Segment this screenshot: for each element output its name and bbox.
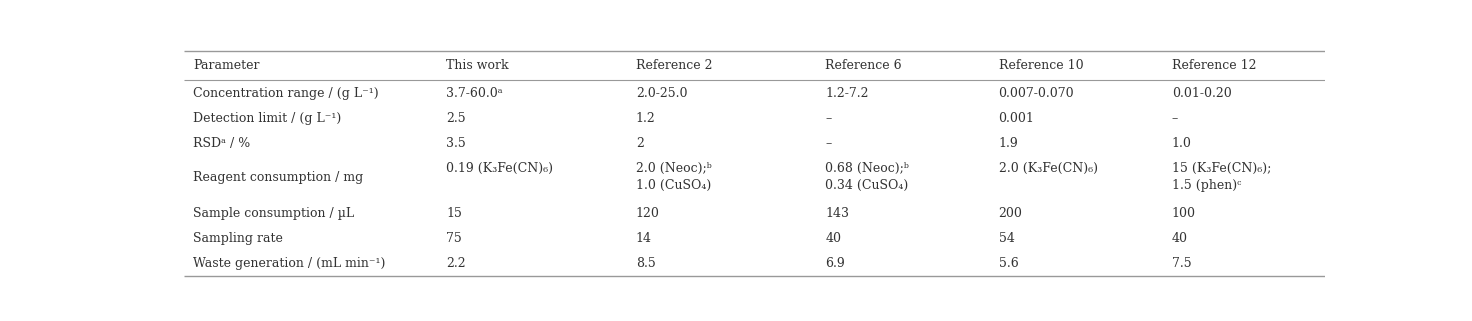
Text: RSDᵃ / %: RSDᵃ / % bbox=[193, 137, 250, 150]
Text: 2.2: 2.2 bbox=[446, 257, 467, 270]
Text: Reference 6: Reference 6 bbox=[826, 59, 902, 72]
Text: –: – bbox=[1172, 112, 1178, 126]
Text: –: – bbox=[826, 137, 832, 150]
Text: 8.5: 8.5 bbox=[636, 257, 655, 270]
Text: Reagent consumption / mg: Reagent consumption / mg bbox=[193, 171, 364, 185]
Text: 15: 15 bbox=[446, 207, 462, 220]
Text: 5.6: 5.6 bbox=[998, 257, 1019, 270]
Text: 143: 143 bbox=[826, 207, 849, 220]
Text: 2.0 (K₃Fe(CN)₆): 2.0 (K₃Fe(CN)₆) bbox=[998, 162, 1098, 175]
Text: Sampling rate: Sampling rate bbox=[193, 232, 283, 245]
Text: 100: 100 bbox=[1172, 207, 1195, 220]
Text: Detection limit / (g L⁻¹): Detection limit / (g L⁻¹) bbox=[193, 112, 342, 126]
Text: 54: 54 bbox=[998, 232, 1014, 245]
Text: Waste generation / (mL min⁻¹): Waste generation / (mL min⁻¹) bbox=[193, 257, 386, 270]
Text: 0.01-0.20: 0.01-0.20 bbox=[1172, 87, 1232, 100]
Text: 1.5 (phen)ᶜ: 1.5 (phen)ᶜ bbox=[1172, 179, 1241, 192]
Text: 2.5: 2.5 bbox=[446, 112, 467, 126]
Text: 15 (K₃Fe(CN)₆);: 15 (K₃Fe(CN)₆); bbox=[1172, 162, 1272, 175]
Text: –: – bbox=[826, 112, 832, 126]
Text: This work: This work bbox=[446, 59, 509, 72]
Text: 0.19 (K₃Fe(CN)₆): 0.19 (K₃Fe(CN)₆) bbox=[446, 162, 553, 175]
Text: 200: 200 bbox=[998, 207, 1023, 220]
Text: 40: 40 bbox=[1172, 232, 1188, 245]
Text: 0.007-0.070: 0.007-0.070 bbox=[998, 87, 1075, 100]
Text: Reference 12: Reference 12 bbox=[1172, 59, 1257, 72]
Text: Reference 10: Reference 10 bbox=[998, 59, 1083, 72]
Text: 14: 14 bbox=[636, 232, 652, 245]
Text: 1.2-7.2: 1.2-7.2 bbox=[826, 87, 868, 100]
Text: Concentration range / (g L⁻¹): Concentration range / (g L⁻¹) bbox=[193, 87, 378, 100]
Text: 0.34 (CuSO₄): 0.34 (CuSO₄) bbox=[826, 179, 908, 192]
Text: 75: 75 bbox=[446, 232, 462, 245]
Text: Parameter: Parameter bbox=[193, 59, 259, 72]
Text: Reference 2: Reference 2 bbox=[636, 59, 712, 72]
Text: 1.9: 1.9 bbox=[998, 137, 1019, 150]
Text: 1.2: 1.2 bbox=[636, 112, 655, 126]
Text: 2.0-25.0: 2.0-25.0 bbox=[636, 87, 687, 100]
Text: 1.0 (CuSO₄): 1.0 (CuSO₄) bbox=[636, 179, 711, 192]
Text: Sample consumption / µL: Sample consumption / µL bbox=[193, 207, 355, 220]
Text: 120: 120 bbox=[636, 207, 659, 220]
Text: 6.9: 6.9 bbox=[826, 257, 845, 270]
Text: 0.68 (Neoc);ᵇ: 0.68 (Neoc);ᵇ bbox=[826, 162, 910, 175]
Text: 3.5: 3.5 bbox=[446, 137, 467, 150]
Text: 2: 2 bbox=[636, 137, 643, 150]
Text: 0.001: 0.001 bbox=[998, 112, 1035, 126]
Text: 40: 40 bbox=[826, 232, 841, 245]
Text: 1.0: 1.0 bbox=[1172, 137, 1192, 150]
Text: 2.0 (Neoc);ᵇ: 2.0 (Neoc);ᵇ bbox=[636, 162, 711, 175]
Text: 3.7-60.0ᵃ: 3.7-60.0ᵃ bbox=[446, 87, 503, 100]
Text: 7.5: 7.5 bbox=[1172, 257, 1191, 270]
